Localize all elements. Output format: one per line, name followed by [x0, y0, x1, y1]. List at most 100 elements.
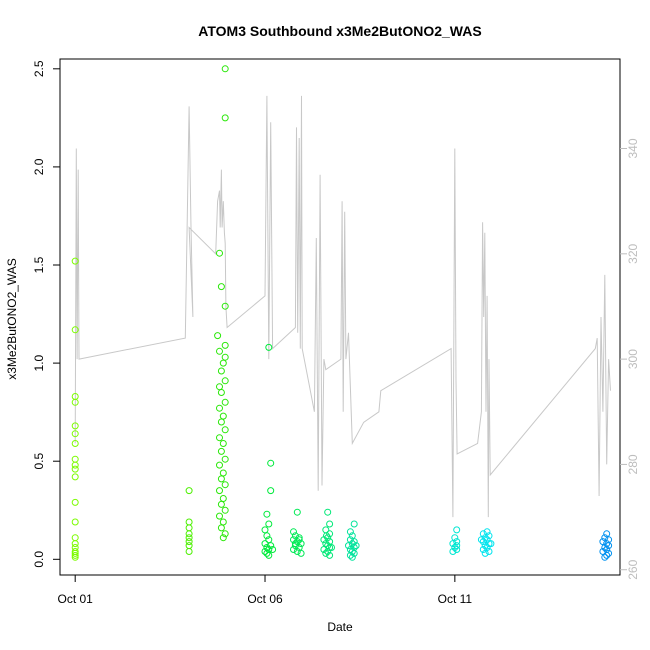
data-point: [263, 532, 271, 540]
y-tick-label: 0.5: [32, 453, 46, 470]
data-point: [485, 532, 493, 540]
data-point: [346, 551, 354, 559]
x-tick-label: Oct 06: [247, 592, 283, 606]
data-point: [326, 520, 334, 528]
data-point: [71, 422, 79, 430]
data-point: [481, 534, 489, 542]
data-point: [71, 257, 79, 265]
data-point: [453, 526, 461, 534]
data-point: [291, 540, 299, 548]
secondary-series-line: [74, 95, 611, 518]
data-point: [71, 540, 79, 548]
data-point: [485, 548, 493, 555]
data-point: [217, 389, 225, 396]
data-point: [185, 534, 193, 542]
data-point: [477, 536, 485, 544]
x-tick-label: Oct 11: [438, 592, 473, 606]
data-point: [71, 430, 79, 438]
data-point: [71, 455, 79, 463]
data-point: [221, 377, 229, 385]
data-point: [605, 549, 613, 557]
data-point: [71, 498, 79, 506]
data-point: [601, 544, 609, 551]
data-point: [453, 546, 461, 553]
data-point: [217, 367, 225, 375]
data-point: [221, 114, 229, 122]
data-point: [214, 332, 222, 340]
data-point: [216, 383, 223, 391]
data-point: [263, 510, 271, 518]
data-point: [71, 473, 79, 481]
data-point: [322, 549, 330, 557]
data-point: [221, 455, 229, 463]
data-point: [269, 546, 277, 553]
data-point: [219, 412, 227, 420]
data-point: [295, 536, 303, 544]
data-point: [217, 500, 225, 508]
data-point: [71, 440, 79, 447]
y-axis-label: x3Me2ButONO2_WAS: [5, 258, 19, 380]
y-tick-label: 2.5: [32, 60, 46, 77]
data-point: [323, 532, 330, 540]
x-axis-label: Date: [327, 620, 353, 634]
data-point: [217, 447, 225, 455]
data-point: [221, 506, 229, 514]
chart-title: ATOM3 Southbound x3Me2ButONO2_WAS: [198, 23, 481, 39]
data-point: [350, 520, 358, 528]
data-point: [217, 475, 225, 483]
data-point: [261, 548, 269, 555]
y-tick-label: 2.0: [32, 158, 46, 175]
plot-frame: [59, 58, 621, 576]
data-point: [485, 540, 493, 548]
data-point: [217, 418, 225, 426]
data-point: [267, 487, 275, 495]
y2-tick-label: 260: [626, 559, 640, 579]
data-point: [216, 512, 223, 520]
y2-tick-label: 340: [626, 138, 640, 158]
data-point: [219, 495, 227, 502]
data-point: [219, 359, 227, 367]
data-point: [216, 404, 223, 412]
data-point: [217, 283, 225, 291]
data-point: [290, 528, 297, 536]
data-point: [265, 551, 273, 559]
data-point: [352, 542, 360, 550]
data-point: [320, 546, 328, 553]
data-point: [219, 440, 227, 447]
data-point: [605, 542, 613, 550]
data-point: [219, 518, 227, 526]
data-point: [603, 551, 611, 559]
data-point: [216, 249, 223, 257]
data-point: [324, 508, 332, 516]
data-point: [216, 347, 223, 355]
data-point: [322, 526, 330, 534]
data-point: [185, 548, 193, 555]
y-tick-label: 1.0: [32, 354, 46, 371]
data-point: [216, 487, 223, 495]
data-point: [453, 542, 461, 550]
data-point: [71, 534, 79, 542]
data-point: [71, 549, 79, 557]
data-point: [481, 549, 489, 557]
data-point: [221, 481, 229, 489]
data-point: [348, 553, 356, 561]
data-point: [263, 549, 271, 557]
data-point: [71, 326, 79, 334]
data-point: [216, 434, 223, 442]
data-point: [297, 549, 305, 557]
data-point: [261, 526, 269, 534]
data-point: [328, 544, 335, 551]
data-point: [71, 551, 79, 559]
data-point: [221, 398, 229, 406]
data-point: [293, 508, 301, 516]
data-point: [219, 469, 227, 477]
data-point: [265, 520, 273, 528]
data-point: [487, 540, 495, 548]
data-point: [219, 534, 227, 542]
points-layer: [71, 65, 613, 561]
data-point: [293, 548, 301, 555]
data-point: [216, 461, 223, 469]
data-point: [221, 530, 229, 538]
y2-tick-label: 280: [626, 454, 640, 474]
